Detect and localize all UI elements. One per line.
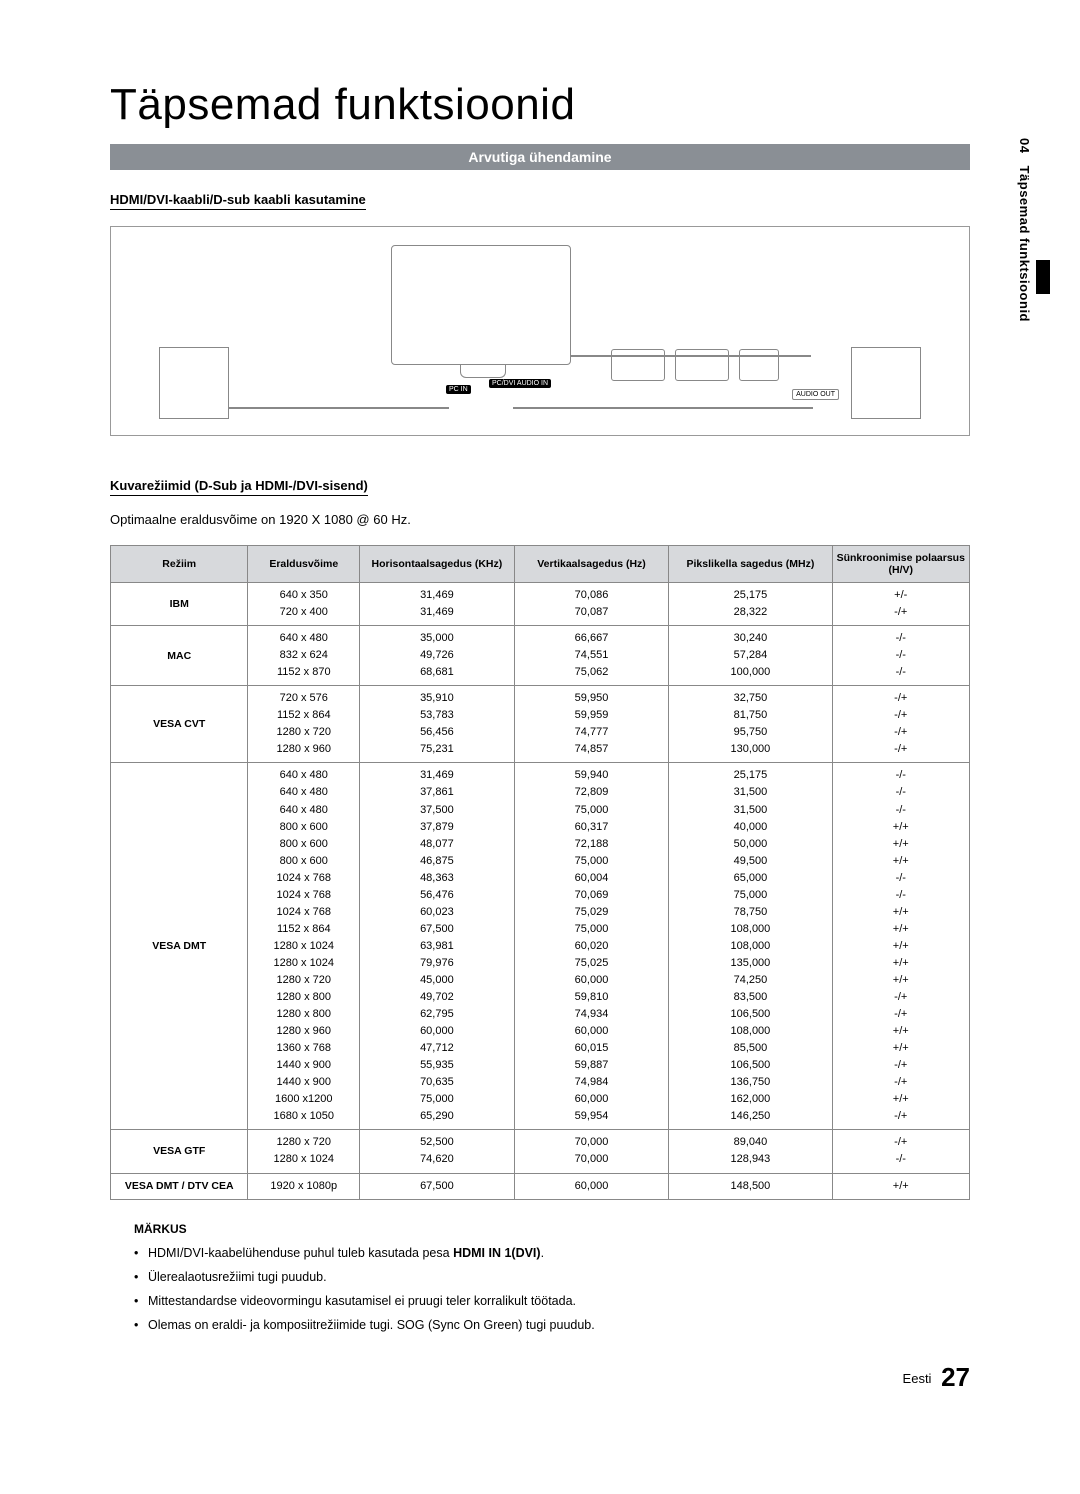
table-cell: 35,00049,72668,681 [360, 626, 515, 686]
display-modes-table: Režiim Eraldusvõime Horisontaalsagedus (… [110, 545, 970, 1200]
table-cell: 1920 x 1080p [248, 1173, 360, 1199]
table-cell: -/+-/- [832, 1130, 969, 1173]
table-mode-cell: VESA DMT [111, 763, 248, 1130]
note-item: Mittestandardse videovormingu kasutamise… [134, 1294, 970, 1308]
side-tab: 04 Täpsemad funktsioonid [1017, 138, 1032, 322]
side-tab-num: 04 [1017, 138, 1032, 153]
footer-lang: Eesti [903, 1371, 932, 1386]
connection-diagram: PC IN PC/DVI AUDIO IN AUDIO OUT [110, 226, 970, 436]
footer-page-number: 27 [941, 1362, 970, 1392]
table-mode-cell: VESA GTF [111, 1130, 248, 1173]
table-cell: 1280 x 7201280 x 1024 [248, 1130, 360, 1173]
table-cell: 67,500 [360, 1173, 515, 1199]
side-tab-label: Täpsemad funktsioonid [1017, 166, 1032, 322]
table-cell: 66,66774,55175,062 [514, 626, 669, 686]
tv-outline [391, 245, 571, 365]
table-mode-cell: MAC [111, 626, 248, 686]
table-cell: 31,46937,86137,50037,87948,07746,87548,3… [360, 763, 515, 1130]
note-item: Olemas on eraldi- ja komposiitrežiimide … [134, 1318, 970, 1332]
note-item: Ülerealaotusrežiimi tugi puudub. [134, 1270, 970, 1284]
th-hfreq: Horisontaalsagedus (KHz) [360, 546, 515, 583]
subhead-cable: HDMI/DVI-kaabli/D-sub kaabli kasutamine [110, 192, 366, 210]
port-panel-left [159, 347, 229, 419]
page-footer: Eesti 27 [110, 1362, 970, 1393]
table-cell: 720 x 5761152 x 8641280 x 7201280 x 960 [248, 686, 360, 763]
table-mode-cell: IBM [111, 583, 248, 626]
table-mode-cell: VESA CVT [111, 686, 248, 763]
section-bar: Arvutiga ühendamine [110, 144, 970, 170]
table-cell: 35,91053,78356,45675,231 [360, 686, 515, 763]
table-cell: 89,040128,943 [669, 1130, 832, 1173]
optimal-resolution-note: Optimaalne eraldusvõime on 1920 X 1080 @… [110, 512, 970, 527]
table-cell: 640 x 480640 x 480640 x 480800 x 600800 … [248, 763, 360, 1130]
device-2 [675, 349, 729, 381]
table-cell: -/--/--/- [832, 626, 969, 686]
table-cell: 59,94072,80975,00060,31772,18875,00060,0… [514, 763, 669, 1130]
cable-1 [229, 407, 449, 409]
th-vfreq: Vertikaalsagedus (Hz) [514, 546, 669, 583]
table-cell: +/+ [832, 1173, 969, 1199]
notes-heading: MÄRKUS [134, 1222, 970, 1236]
table-cell: 70,08670,087 [514, 583, 669, 626]
notes-section: MÄRKUS HDMI/DVI-kaabelühenduse puhul tul… [110, 1222, 970, 1332]
note-item: HDMI/DVI-kaabelühenduse puhul tuleb kasu… [134, 1246, 970, 1260]
cable-2 [513, 407, 813, 409]
th-sync: Sünkroonimise polaarsus (H/V) [832, 546, 969, 583]
table-cell: +/--/+ [832, 583, 969, 626]
table-cell: -/+-/+-/+-/+ [832, 686, 969, 763]
table-cell: 60,000 [514, 1173, 669, 1199]
notes-list: HDMI/DVI-kaabelühenduse puhul tuleb kasu… [134, 1246, 970, 1332]
side-black-bar [1036, 260, 1050, 294]
device-1 [611, 349, 665, 381]
table-cell: 70,00070,000 [514, 1130, 669, 1173]
table-cell: 52,50074,620 [360, 1130, 515, 1173]
table-cell: 30,24057,284100,000 [669, 626, 832, 686]
table-cell: 25,17531,50031,50040,00050,00049,50065,0… [669, 763, 832, 1130]
th-res: Eraldusvõime [248, 546, 360, 583]
table-cell: 640 x 480832 x 6241152 x 870 [248, 626, 360, 686]
subhead-modes: Kuvarežiimid (D-Sub ja HDMI-/DVI-sisend) [110, 478, 368, 496]
port-panel-right [851, 347, 921, 419]
th-mode: Režiim [111, 546, 248, 583]
table-cell: 31,46931,469 [360, 583, 515, 626]
table-cell: 32,75081,75095,750130,000 [669, 686, 832, 763]
page-title: Täpsemad funktsioonid [110, 80, 970, 130]
table-cell: -/--/--/-+/++/++/+-/--/-+/++/++/++/++/+-… [832, 763, 969, 1130]
th-pclk: Pikslikella sagedus (MHz) [669, 546, 832, 583]
table-cell: 148,500 [669, 1173, 832, 1199]
label-audio-out: AUDIO OUT [792, 389, 839, 400]
device-3 [739, 349, 779, 381]
table-mode-cell: VESA DMT / DTV CEA [111, 1173, 248, 1199]
table-cell: 59,95059,95974,77774,857 [514, 686, 669, 763]
cable-3 [571, 355, 811, 357]
table-cell: 25,17528,322 [669, 583, 832, 626]
table-cell: 640 x 350720 x 400 [248, 583, 360, 626]
label-pc-dvi: PC/DVI AUDIO IN [489, 379, 551, 388]
label-pc-in: PC IN [446, 385, 471, 394]
